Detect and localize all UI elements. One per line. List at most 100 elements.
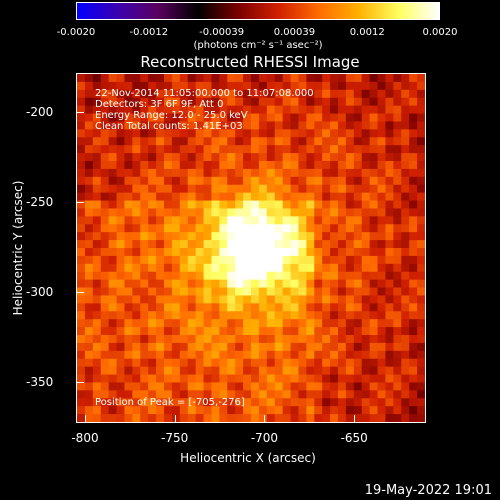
heatmap-cell (116, 113, 125, 122)
heatmap-cell (195, 89, 205, 99)
heatmap-cell (219, 184, 228, 194)
heatmap-cell (84, 240, 94, 249)
heatmap-cell (140, 74, 149, 83)
heatmap-cell (108, 311, 118, 320)
heatmap-cell (409, 319, 418, 328)
heatmap-cell (195, 184, 205, 194)
heatmap-cell (156, 366, 165, 376)
heatmap-cell (243, 192, 252, 202)
heatmap-cell (187, 414, 197, 422)
heatmap-cell (345, 168, 355, 178)
heatmap-cell (338, 287, 347, 296)
heatmap-cell (84, 153, 94, 162)
heatmap-cell (92, 311, 102, 320)
heatmap-cell (148, 81, 157, 91)
heatmap-cell (100, 303, 110, 312)
heatmap-cell (124, 240, 133, 249)
heatmap-cell (417, 224, 425, 233)
heatmap-cell (306, 137, 315, 146)
heatmap-cell (258, 319, 268, 328)
heatmap-cell (116, 303, 125, 312)
heatmap-cell (132, 97, 141, 107)
heatmap-cell (108, 137, 118, 146)
heatmap-cell (164, 335, 173, 344)
heatmap-cell (361, 311, 371, 320)
heatmap-cell (171, 176, 181, 186)
heatmap-cell (171, 390, 181, 399)
heatmap-cell (132, 105, 141, 115)
heatmap-cell (164, 311, 173, 320)
heatmap-cell (282, 366, 292, 376)
heatmap-cell (266, 311, 276, 320)
heatmap-cell (409, 406, 418, 415)
heatmap-cell (243, 121, 252, 130)
heatmap-cell (282, 335, 292, 344)
heatmap-cell (211, 224, 220, 233)
heatmap-cell (219, 255, 228, 265)
heatmap-cell (377, 327, 386, 336)
heatmap-cell (243, 161, 252, 170)
heatmap-cell (211, 200, 220, 209)
heatmap-cell (171, 232, 181, 241)
heatmap-cell (417, 263, 425, 273)
heatmap-cell (369, 287, 379, 296)
heatmap-cell (353, 414, 363, 422)
heatmap-cell (171, 255, 181, 265)
heatmap-cell (417, 145, 425, 154)
heatmap-cell (377, 192, 386, 202)
heatmap-cell (377, 263, 386, 273)
heatmap-cell (148, 248, 157, 257)
heatmap-cell (417, 105, 425, 115)
heatmap-cell (171, 224, 181, 233)
heatmap-cell (195, 168, 205, 178)
heatmap-cell (377, 398, 386, 407)
heatmap-cell (338, 358, 347, 368)
heatmap-cell (179, 216, 189, 225)
heatmap-cell (219, 350, 228, 360)
heatmap-cell (100, 263, 110, 273)
heatmap-cell (298, 342, 307, 352)
heatmap-cell (377, 287, 386, 296)
heatmap-cell (330, 176, 339, 186)
heatmap-cell (282, 390, 292, 399)
heatmap-cell (235, 374, 244, 383)
heatmap-cell (203, 263, 212, 273)
heatmap-cell (77, 263, 86, 273)
heatmap-cell (409, 287, 418, 296)
heatmap-cell (258, 74, 268, 83)
heatmap-cell (132, 303, 141, 312)
heatmap-cell (187, 121, 197, 130)
heatmap-cell (179, 89, 189, 99)
heatmap-cell (251, 145, 260, 154)
heatmap-cell (385, 161, 394, 170)
heatmap-cell (116, 350, 125, 360)
heatmap-cell (219, 342, 228, 352)
heatmap-cell (171, 208, 181, 217)
heatmap-cell (314, 358, 323, 368)
heatmap-cell (92, 137, 102, 146)
heatmap-cell (140, 414, 149, 422)
heatmap-cell (100, 97, 110, 107)
heatmap-cell (385, 374, 394, 383)
heatmap-cell (282, 358, 292, 368)
heatmap-cell (393, 303, 402, 312)
heatmap-cell (393, 398, 402, 407)
heatmap-cell (203, 255, 212, 265)
heatmap-cell (235, 97, 244, 107)
heatmap-cell (243, 366, 252, 376)
heatmap-cell (219, 366, 228, 376)
heatmap-cell (77, 406, 86, 415)
heatmap-cell (298, 184, 307, 194)
heatmap-cell (314, 279, 323, 289)
heatmap-cell (243, 295, 252, 304)
heatmap-cell (369, 161, 379, 170)
heatmap-cell (282, 145, 292, 154)
heatmap-cell (132, 184, 141, 194)
heatmap-cell (345, 374, 355, 383)
heatmap-cell (314, 398, 323, 407)
heatmap-cell (345, 145, 355, 154)
heatmap-cell (156, 200, 165, 209)
heatmap-cell (361, 406, 371, 415)
heatmap-cell (156, 271, 165, 281)
heatmap-cell (369, 113, 379, 122)
